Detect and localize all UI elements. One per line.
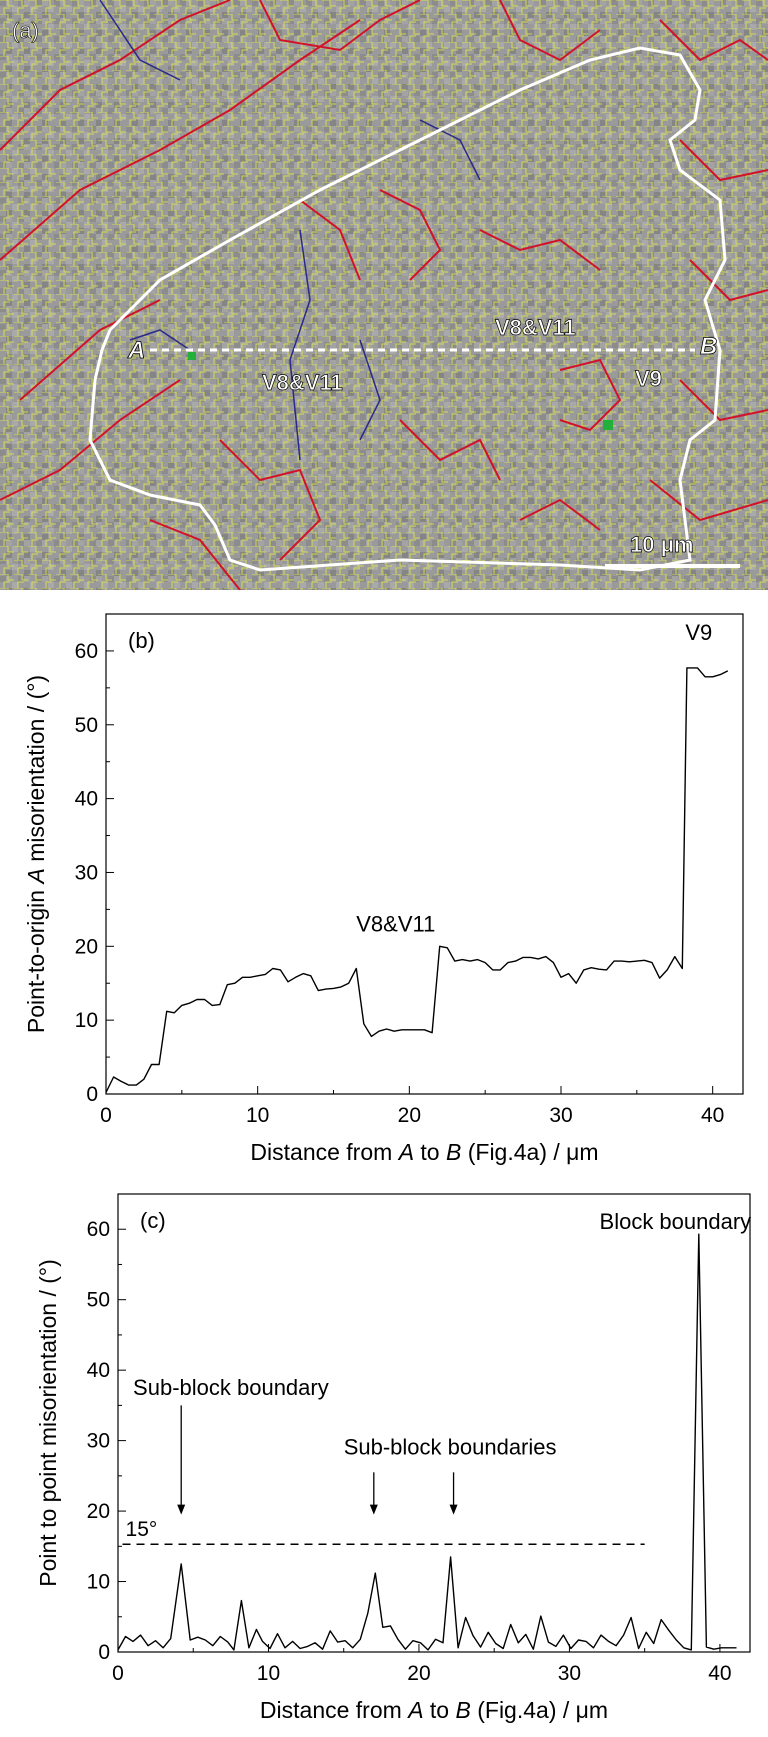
y-tick-label-b: 60 bbox=[75, 640, 98, 663]
point-a-label: A bbox=[127, 337, 145, 364]
y-tick-label-b: 10 bbox=[75, 1009, 98, 1032]
annotation-b-0: V8&V11 bbox=[356, 912, 435, 937]
y-tick-label-c: 60 bbox=[87, 1218, 110, 1241]
y-tick-label-c: 10 bbox=[87, 1571, 110, 1594]
y-tick-label-c: 20 bbox=[87, 1500, 110, 1523]
high-angle-boundaries bbox=[0, 0, 768, 590]
grain-outline bbox=[88, 46, 727, 572]
y-tick-label-b: 50 bbox=[75, 714, 98, 737]
y-tick-label-b: 30 bbox=[75, 861, 98, 884]
y-tick-label-c: 0 bbox=[98, 1641, 110, 1664]
x-axis-label-c: Distance from A to B (Fig.4a) / μm bbox=[260, 1697, 608, 1723]
x-tick-label-b: 30 bbox=[549, 1104, 572, 1127]
marker-left bbox=[188, 352, 196, 360]
series-line-b-0 bbox=[105, 667, 729, 1093]
y-tick-label-b: 20 bbox=[75, 935, 98, 958]
y-axis-label-b: Point-to-origin A misorientation / (°) bbox=[23, 675, 49, 1033]
variant-top-label: V8&V11 bbox=[495, 315, 576, 340]
panel-label-c: (c) bbox=[140, 1208, 166, 1233]
arrow-head-c-1 bbox=[369, 1504, 378, 1515]
arrow-head-c-0 bbox=[177, 1504, 186, 1515]
sub-grain-boundaries bbox=[0, 0, 768, 590]
y-axis-label-c: Point to point misorientation / (°) bbox=[35, 1259, 61, 1587]
chart-b-frame bbox=[105, 613, 744, 1095]
x-tick-label-c: 40 bbox=[708, 1662, 731, 1685]
annotation-c-0: Block boundary bbox=[600, 1209, 752, 1234]
x-tick-label-c: 20 bbox=[407, 1662, 430, 1685]
x-tick-label-b: 0 bbox=[100, 1104, 112, 1127]
x-tick-label-b: 40 bbox=[701, 1104, 724, 1127]
scale-bar-label: 10 μm bbox=[630, 532, 694, 557]
panel-a-label: (a) bbox=[12, 18, 39, 43]
y-tick-label-c: 50 bbox=[87, 1289, 110, 1312]
y-tick-label-c: 40 bbox=[87, 1359, 110, 1382]
variant-left-label: V8&V11 bbox=[262, 370, 343, 395]
chart-c-frame bbox=[117, 1193, 751, 1653]
y-tick-label-b: 0 bbox=[86, 1083, 98, 1106]
variant-right-label: V9 bbox=[635, 366, 662, 391]
y-tick-label-b: 40 bbox=[75, 788, 98, 811]
y-tick-label-c: 30 bbox=[87, 1430, 110, 1453]
x-tick-label-c: 10 bbox=[257, 1662, 280, 1685]
arrow-head-c-2 bbox=[449, 1504, 458, 1515]
chart-b: 0 10 20 30 40 0 10 20 30 40 50 60 (b) Distance from A… bbox=[23, 613, 744, 1165]
x-axis-label-b: Distance from A to B (Fig.4a) / μm bbox=[250, 1139, 598, 1165]
ebsd-micrograph: (a) A B V8&V11 V8&V11 V9 10 μm bbox=[0, 0, 768, 590]
annotation-c-1: Sub-block boundary bbox=[133, 1375, 329, 1400]
series-line-c-0 bbox=[117, 1233, 737, 1651]
chart-c: 0 10 20 30 40 0 10 20 30 40 50 60 (c) Distance from A… bbox=[35, 1193, 752, 1723]
point-b-label: B bbox=[700, 333, 717, 360]
x-tick-label-b: 10 bbox=[246, 1104, 269, 1127]
annotation-c-2: Sub-block boundaries bbox=[344, 1435, 557, 1460]
annotation-b-1: V9 bbox=[685, 620, 712, 645]
marker-right bbox=[603, 420, 613, 430]
threshold-label-c: 15° bbox=[126, 1518, 158, 1541]
panel-label-b: (b) bbox=[128, 628, 155, 653]
x-tick-label-c: 0 bbox=[112, 1662, 124, 1685]
x-tick-label-c: 30 bbox=[558, 1662, 581, 1685]
x-tick-label-b: 20 bbox=[398, 1104, 421, 1127]
mid-angle-boundaries bbox=[99, 0, 481, 461]
